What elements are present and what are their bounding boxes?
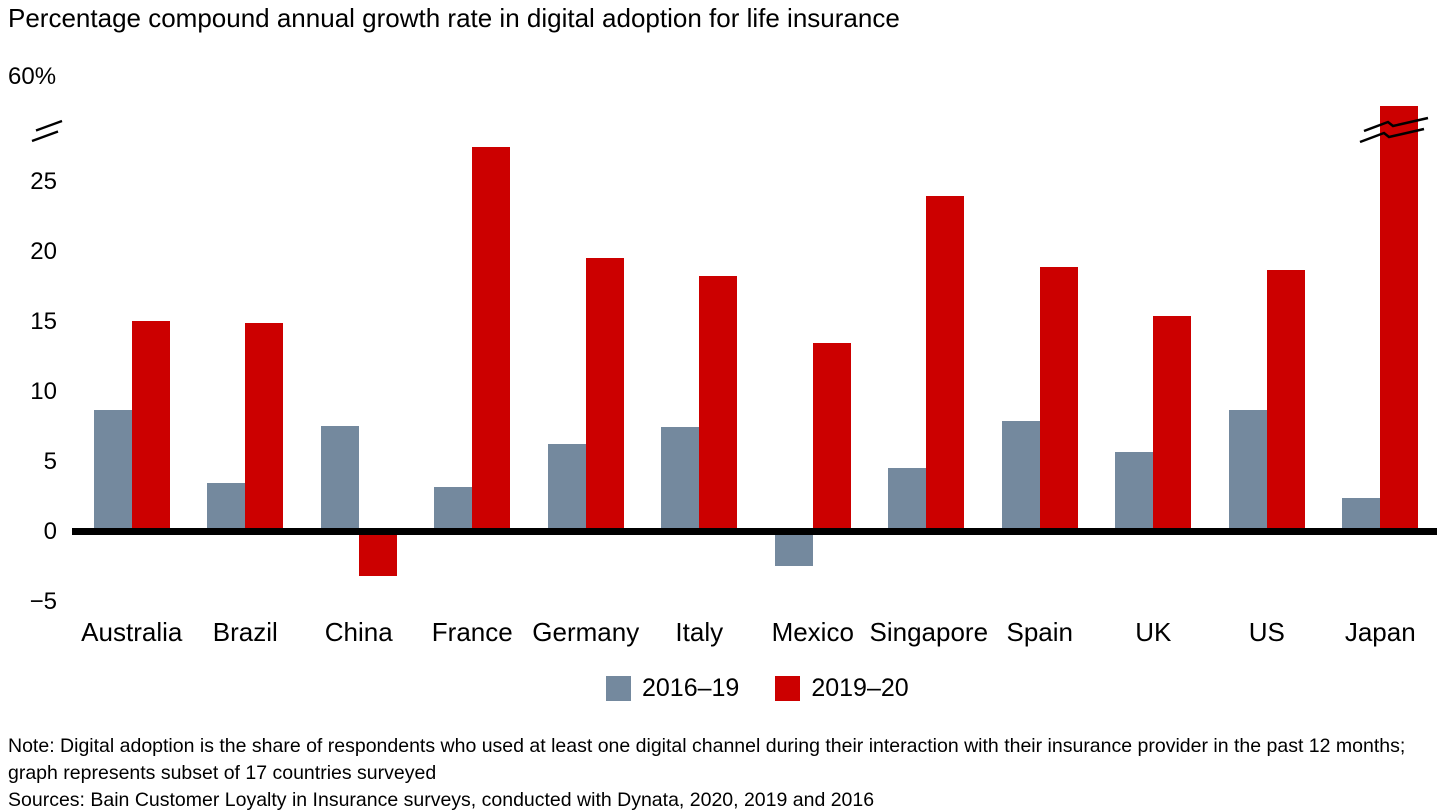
bar-spain-series1 bbox=[1001, 421, 1040, 534]
y-tick-label: 15 bbox=[30, 308, 57, 335]
x-axis-label-mexico: Mexico bbox=[771, 617, 854, 647]
legend: 2016–19 2019–20 bbox=[606, 674, 909, 702]
x-axis-label-germany: Germany bbox=[532, 617, 640, 647]
bar-china-series1 bbox=[320, 425, 359, 534]
y-axis-top-tick-label: 60% bbox=[8, 63, 57, 90]
x-axis-label-brazil: Brazil bbox=[212, 617, 278, 647]
bar-us-series1 bbox=[1228, 410, 1267, 534]
bar-brazil-series2 bbox=[245, 323, 284, 534]
bar-italy-series1 bbox=[661, 427, 700, 534]
note-line-2: graph represents subset of 17 countries … bbox=[8, 762, 437, 784]
y-tick-label: 5 bbox=[43, 448, 57, 475]
legend-swatch-2016-19 bbox=[606, 675, 631, 701]
x-axis-label-singapore: Singapore bbox=[869, 617, 989, 647]
y-tick-label: 20 bbox=[30, 238, 57, 265]
bar-germany-series1 bbox=[547, 443, 586, 534]
bar-china-series2 bbox=[358, 530, 397, 576]
legend-label-2016-19: 2016–19 bbox=[642, 674, 740, 702]
legend-item-2019-20: 2019–20 bbox=[775, 674, 909, 702]
bar-uk-series1 bbox=[1115, 452, 1154, 534]
x-axis-label-australia: Australia bbox=[81, 617, 183, 647]
legend-swatch-2019-20 bbox=[775, 675, 801, 701]
bar-mexico-series1 bbox=[774, 530, 813, 567]
x-axis-label-china: China bbox=[324, 617, 393, 647]
y-tick-label: 10 bbox=[30, 378, 57, 405]
x-axis-label-spain: Spain bbox=[1006, 617, 1074, 647]
bar-france-series1 bbox=[434, 487, 473, 534]
bar-mexico-series2 bbox=[812, 343, 851, 534]
x-axis-label-uk: UK bbox=[1135, 617, 1172, 647]
footnotes: Note: Digital adoption is the share of r… bbox=[8, 733, 1405, 810]
x-axis-label-us: US bbox=[1248, 617, 1285, 647]
x-axis-zero-line bbox=[72, 528, 1437, 535]
note-line-3: Sources: Bain Customer Loyalty in Insura… bbox=[8, 789, 875, 810]
x-axis-label-italy: Italy bbox=[675, 617, 724, 647]
bar-germany-series2 bbox=[585, 257, 624, 534]
bar-uk-series2 bbox=[1153, 316, 1192, 534]
bar-singapore-series1 bbox=[888, 467, 927, 534]
bar-australia-series1 bbox=[93, 410, 132, 534]
bar-japan-series2 bbox=[1380, 106, 1419, 534]
bar-brazil-series1 bbox=[207, 483, 246, 534]
y-tick-label: 25 bbox=[30, 168, 57, 195]
y-tick-label: 0 bbox=[43, 518, 57, 545]
x-axis-label-france: France bbox=[431, 617, 513, 647]
bar-spain-series2 bbox=[1039, 267, 1078, 534]
legend-label-2019-20: 2019–20 bbox=[811, 674, 909, 702]
legend-item-2016-19: 2016–19 bbox=[606, 674, 739, 702]
note-line-1: Note: Digital adoption is the share of r… bbox=[8, 735, 1406, 757]
bar-france-series2 bbox=[472, 147, 511, 534]
bar-italy-series2 bbox=[699, 275, 738, 534]
y-axis-break-icon bbox=[31, 119, 63, 143]
bar-singapore-series2 bbox=[926, 196, 965, 534]
bar-australia-series2 bbox=[131, 320, 170, 534]
x-axis-label-japan: Japan bbox=[1344, 617, 1416, 647]
y-tick-label: −5 bbox=[29, 588, 57, 615]
chart-title: Percentage compound annual growth rate i… bbox=[8, 3, 900, 33]
bar-us-series2 bbox=[1266, 270, 1305, 534]
